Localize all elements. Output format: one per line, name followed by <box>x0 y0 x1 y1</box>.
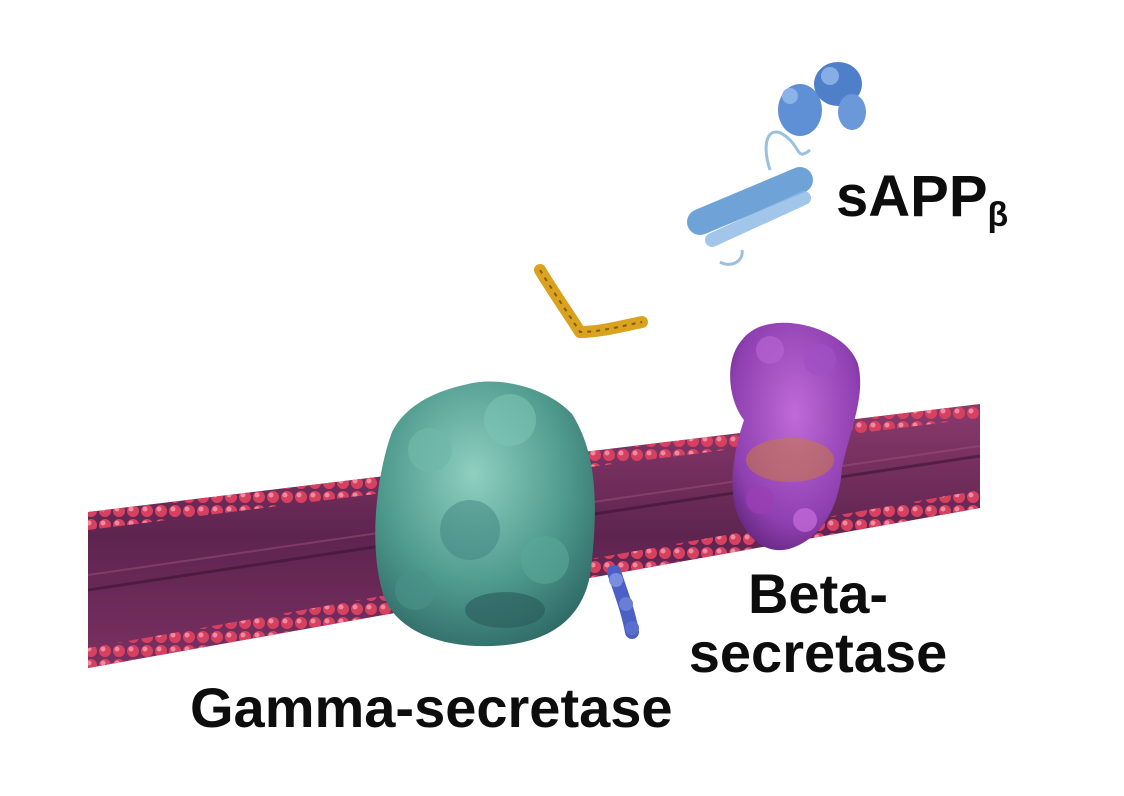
apb-fragment <box>607 565 639 639</box>
beta-secretase-label-line1: Beta- <box>747 562 889 625</box>
sapp-beta-label: sAPPβ <box>836 168 1009 234</box>
sapp-beta-protein <box>687 62 866 266</box>
beta-secretase-protein <box>730 322 861 551</box>
sapp-beta-main-text: sAPP <box>836 164 988 229</box>
amyloid-beta-fragment <box>534 264 648 338</box>
gamma-secretase-label: Gamma-secretase <box>190 676 673 739</box>
gamma-secretase-protein <box>375 381 595 647</box>
beta-secretase-label: Beta- secretase <box>668 562 968 684</box>
beta-secretase-label-line2: secretase <box>688 620 948 684</box>
sapp-beta-subscript: β <box>987 196 1009 234</box>
